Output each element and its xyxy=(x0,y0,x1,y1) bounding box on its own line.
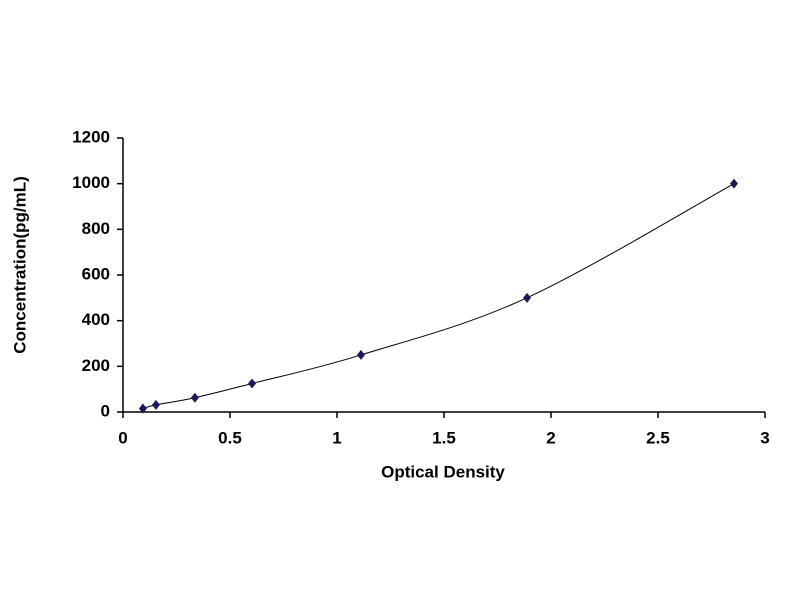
point xyxy=(138,403,147,414)
trend-line xyxy=(142,183,735,409)
x-tick-label: 2.5 xyxy=(646,428,670,447)
y-tick-label: 400 xyxy=(82,310,110,329)
point xyxy=(151,399,160,410)
point xyxy=(356,349,365,360)
point xyxy=(248,378,257,389)
x-axis-label: Optical Density xyxy=(381,462,505,481)
y-tick-label: 600 xyxy=(82,264,110,283)
point xyxy=(523,292,532,303)
y-tick-label: 200 xyxy=(82,356,110,375)
x-tick-label: 3 xyxy=(760,428,769,447)
y-tick-label: 800 xyxy=(82,219,110,238)
y-tick-label: 0 xyxy=(101,401,110,420)
x-tick-label: 0 xyxy=(118,428,127,447)
x-tick-label: 0.5 xyxy=(218,428,242,447)
y-tick-label: 1000 xyxy=(72,173,110,192)
x-tick-label: 2 xyxy=(546,428,555,447)
y-tick-label: 1200 xyxy=(72,127,110,146)
x-tick-label: 1 xyxy=(332,428,341,447)
point xyxy=(729,178,738,189)
point xyxy=(190,392,199,403)
y-axis-label: Concentration(pg/mL) xyxy=(10,176,29,354)
x-tick-label: 1.5 xyxy=(432,428,456,447)
